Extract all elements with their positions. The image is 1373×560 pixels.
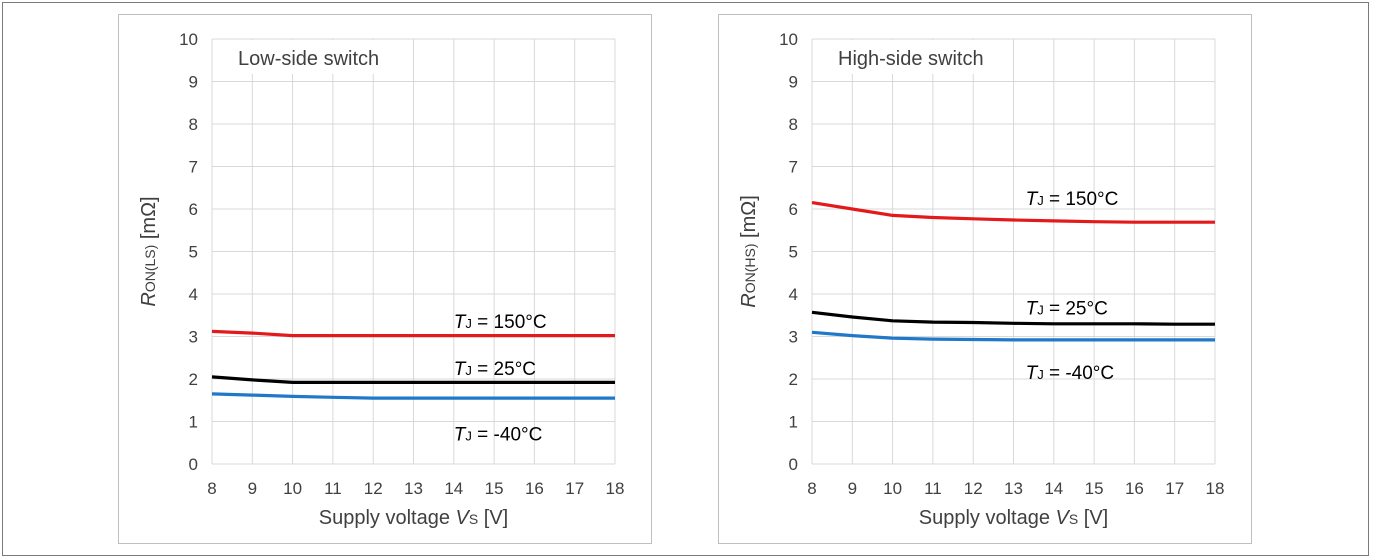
x-tick-label: 17: [565, 479, 584, 498]
series-label: TJ = 25°C: [1026, 298, 1108, 319]
series-line: [811, 201, 1215, 224]
chart-title: High-side switch: [838, 48, 984, 70]
y-tick-label: 10: [179, 30, 198, 49]
x-tick-label: 14: [1044, 479, 1063, 498]
series-label: TJ = 150°C: [1026, 189, 1119, 210]
y-tick-label: 6: [789, 200, 798, 219]
y-tick-label: 0: [789, 455, 798, 474]
x-tick-label: 11: [324, 479, 342, 498]
y-tick-label: 6: [189, 200, 198, 219]
x-tick-label: 13: [404, 479, 423, 498]
series-line: [211, 375, 615, 384]
y-tick-label: 5: [789, 243, 798, 262]
x-tick-label: 17: [1165, 479, 1184, 498]
y-tick-label: 1: [789, 413, 798, 432]
y-tick-label: 3: [789, 328, 798, 347]
x-tick-label: 9: [248, 479, 257, 498]
y-tick-label: 8: [789, 115, 798, 134]
y-tick-label: 10: [779, 30, 798, 49]
y-tick-label: 3: [189, 328, 198, 347]
x-tick-label: 9: [848, 479, 857, 498]
x-tick-label: 13: [1004, 479, 1023, 498]
chart-title: Low-side switch: [238, 48, 379, 70]
x-tick-label: 18: [1206, 479, 1225, 498]
chart-title-box: High-side switch: [813, 40, 1003, 74]
series-line: [811, 310, 1215, 326]
y-tick-label: 4: [789, 285, 798, 304]
x-tick-label: 12: [964, 479, 983, 498]
y-tick-label: 7: [789, 158, 798, 177]
y-tick-label: 2: [189, 370, 198, 389]
chart-title-box: Low-side switch: [213, 40, 413, 74]
x-tick-label: 18: [606, 479, 625, 498]
chart-panel-low-side: Low-side switch 0 1 2 3 4 5 6 7 8 9 10 8 9 10 11 12 13 14 1…: [118, 14, 652, 544]
x-tick-label: 8: [807, 479, 816, 498]
series-line: [211, 329, 615, 338]
y-tick-label: 7: [189, 158, 198, 177]
y-tick-label: 1: [189, 413, 198, 432]
y-tick-label: 2: [789, 370, 798, 389]
series-line: [811, 330, 1215, 342]
y-tick-label: 8: [189, 115, 198, 134]
series-label: TJ = 150°C: [454, 312, 547, 333]
series-label: TJ = -40°C: [454, 425, 543, 446]
x-tick-label: 11: [924, 479, 942, 498]
x-tick-label: 16: [1125, 479, 1144, 498]
chart-panel-high-side: High-side switch 0 1 2 3 4 5 6 7 8 9 10 8 9 10 11 12 13 14…: [718, 14, 1252, 544]
x-tick-label: 16: [525, 479, 544, 498]
series-line: [211, 392, 615, 400]
y-tick-label: 0: [189, 455, 198, 474]
y-tick-label: 4: [189, 285, 198, 304]
y-tick-label: 9: [189, 73, 198, 92]
x-axis-title: Supply voltage VS [V]: [319, 507, 508, 529]
x-tick-label: 12: [364, 479, 383, 498]
x-tick-label: 8: [207, 479, 216, 498]
y-tick-label: 9: [789, 73, 798, 92]
y-axis-title: RON(HS) [mΩ]: [738, 195, 760, 308]
series-label: TJ = -40°C: [1026, 363, 1115, 384]
x-tick-label: 10: [883, 479, 902, 498]
series-label: TJ = 25°C: [454, 359, 536, 380]
x-tick-label: 14: [444, 479, 463, 498]
y-tick-label: 5: [189, 243, 198, 262]
x-tick-label: 15: [485, 479, 504, 498]
x-tick-label: 10: [283, 479, 302, 498]
x-axis-title: Supply voltage VS [V]: [919, 507, 1108, 529]
x-tick-label: 15: [1085, 479, 1104, 498]
y-axis-title: RON(LS) [mΩ]: [138, 196, 160, 306]
